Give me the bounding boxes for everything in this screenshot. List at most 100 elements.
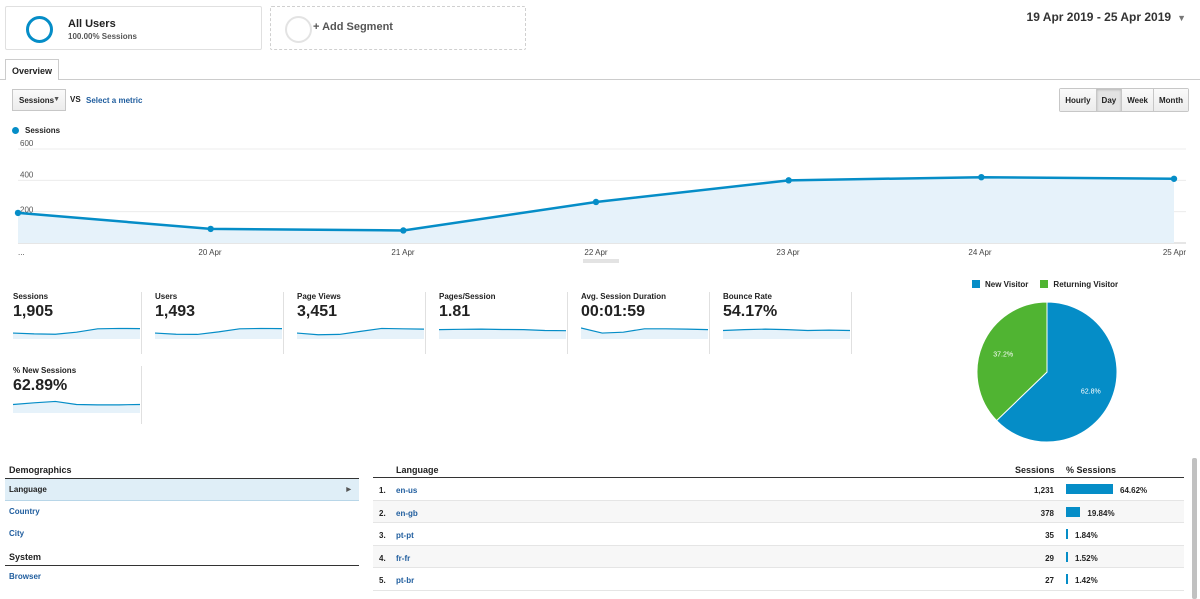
pie-slice[interactable]	[995, 301, 1118, 443]
pie-legend: New Visitor Returning Visitor	[972, 280, 1118, 289]
language-link[interactable]: pt-br	[396, 576, 415, 585]
pct-sessions-value: 64.62%	[1120, 486, 1148, 495]
sparkline-area	[439, 329, 566, 339]
data-point[interactable]	[785, 177, 792, 184]
legend-swatch-icon	[972, 280, 980, 288]
scorecard-value: 3,451	[297, 303, 338, 320]
pct-sessions-value: 1.84%	[1075, 531, 1098, 540]
table-row: 4. fr-fr 29 1.52%	[373, 545, 1184, 568]
pie-legend-returning: Returning Visitor	[1040, 280, 1118, 289]
scorecard-label: Sessions	[13, 292, 49, 301]
system-item-browser[interactable]: Browser	[9, 572, 42, 581]
sparkline-area	[297, 328, 424, 339]
data-point[interactable]	[14, 209, 22, 217]
column-header-sessions: Sessions	[1015, 465, 1055, 475]
scorecard-label: Pages/Session	[439, 292, 496, 301]
x-tick-label: 22 Apr	[584, 248, 607, 257]
data-point[interactable]	[978, 174, 985, 181]
table-row: 5. pt-br 27 1.42%	[373, 568, 1184, 591]
period-hourly-button[interactable]: Hourly	[1060, 89, 1097, 111]
chart-resize-handle[interactable]	[583, 259, 619, 263]
scorecard[interactable]: Users 1,493	[142, 292, 284, 354]
table-row: 1. en-us 1,231 64.62%	[373, 478, 1184, 501]
sparkline-line	[155, 327, 282, 336]
pie-slice[interactable]	[976, 301, 1048, 422]
scorecard-label: % New Sessions	[13, 366, 77, 375]
scorecard-sparkline	[439, 328, 566, 339]
pct-sessions-value: 19.84%	[1087, 508, 1115, 518]
sessions-line-chart: 200 400 600... 20 Apr 21 Apr 22 Apr 23 Apr 24 A…	[14, 139, 1186, 263]
column-header-pct-sessions: % Sessions	[1066, 465, 1117, 475]
scorecard[interactable]: % New Sessions 62.89%	[0, 366, 142, 424]
empty-segment-ring-icon	[285, 16, 312, 43]
chart-legend-label: Sessions	[25, 126, 61, 135]
language-link[interactable]: en-us	[396, 486, 418, 495]
language-link[interactable]: pt-pt	[396, 531, 414, 540]
data-point[interactable]	[592, 198, 600, 206]
sessions-value: 27	[1045, 576, 1054, 585]
metric-select[interactable]: Sessions ▼	[12, 89, 66, 111]
scorecard-value: 62.89%	[13, 377, 68, 394]
scorecard-sparkline	[297, 327, 424, 339]
y-tick-label: 200	[20, 206, 34, 215]
language-table: Language Sessions % Sessions 1. en-us 1,23…	[373, 461, 1184, 591]
scorecard-label: Users	[155, 292, 178, 301]
sparkline-line	[13, 400, 140, 406]
sessions-area	[18, 177, 1174, 243]
language-link[interactable]: fr-fr	[396, 553, 411, 563]
scorecard[interactable]: Sessions 1,905	[0, 292, 142, 354]
data-point[interactable]	[400, 227, 407, 234]
scrollbar[interactable]	[1192, 458, 1197, 599]
chevron-down-icon: ▼	[53, 96, 60, 103]
demographics-item-country[interactable]: Country	[9, 507, 40, 516]
row-number: 5.	[379, 576, 386, 585]
period-day-button[interactable]: Day	[1096, 89, 1123, 111]
scorecard-label: Avg. Session Duration	[581, 292, 667, 301]
pie-legend-returning-label: Returning Visitor	[1053, 280, 1119, 289]
data-point[interactable]	[207, 225, 214, 233]
y-tick-label: 400	[20, 170, 34, 179]
scorecard-sparkline	[723, 328, 850, 339]
tab-overview[interactable]: Overview	[5, 59, 59, 80]
language-link[interactable]: en-gb	[396, 508, 418, 518]
scorecard[interactable]: Bounce Rate 54.17%	[710, 292, 852, 354]
x-tick-label: 23 Apr	[776, 248, 799, 257]
select-metric-link[interactable]: Select a metric	[86, 96, 143, 105]
x-tick-label: 24 Apr	[968, 248, 991, 257]
segment-all-users[interactable]: All Users 100.00% Sessions	[5, 6, 262, 50]
demographics-item-city[interactable]: City	[9, 529, 25, 538]
sparkline-line	[297, 327, 424, 336]
segment-subtitle: 100.00% Sessions	[68, 32, 137, 41]
scorecard-sparkline	[13, 400, 140, 413]
scorecard[interactable]: Avg. Session Duration 00:01:59	[568, 292, 710, 354]
sessions-value: 35	[1045, 531, 1054, 540]
sparkline-line	[723, 328, 850, 332]
chevron-right-icon: ▶	[346, 487, 351, 493]
demographics-item-label: Language	[9, 485, 47, 494]
column-header-language: Language	[396, 465, 439, 475]
scorecard[interactable]: Page Views 3,451	[284, 292, 426, 354]
pct-bar	[1066, 506, 1081, 517]
sparkline-area	[581, 327, 708, 339]
sessions-value: 378	[1040, 508, 1054, 518]
row-number: 4.	[379, 553, 386, 563]
period-week-button[interactable]: Week	[1122, 89, 1154, 111]
add-segment-button[interactable]: + Add Segment	[270, 6, 526, 50]
period-month-button[interactable]: Month	[1154, 89, 1188, 111]
demographics-panel: Demographics Language ▶ Country City Sys…	[5, 461, 359, 588]
period-toggle: Hourly Day Week Month	[1059, 88, 1189, 112]
pct-bar	[1066, 484, 1113, 494]
data-point[interactable]	[1170, 175, 1178, 182]
scorecard[interactable]: Pages/Session 1.81	[426, 292, 568, 354]
sparkline-line	[439, 328, 566, 332]
table-body: 1. en-us 1,231 64.62% 2. en-gb 378 19.84% 3. pt-p…	[373, 478, 1184, 591]
vs-label: VS	[70, 95, 81, 104]
demographics-item-language[interactable]: Language ▶	[5, 479, 359, 501]
x-tick-label: ...	[18, 248, 25, 257]
table-header: Language Sessions % Sessions	[373, 461, 1184, 478]
metric-select-value: Sessions	[19, 96, 55, 105]
date-range-text: 19 Apr 2019 - 25 Apr 2019	[1026, 10, 1172, 24]
row-number: 2.	[379, 508, 386, 518]
date-range-picker[interactable]: 19 Apr 2019 - 25 Apr 2019 ▼	[1027, 10, 1186, 24]
x-tick-label: 21 Apr	[391, 248, 414, 257]
